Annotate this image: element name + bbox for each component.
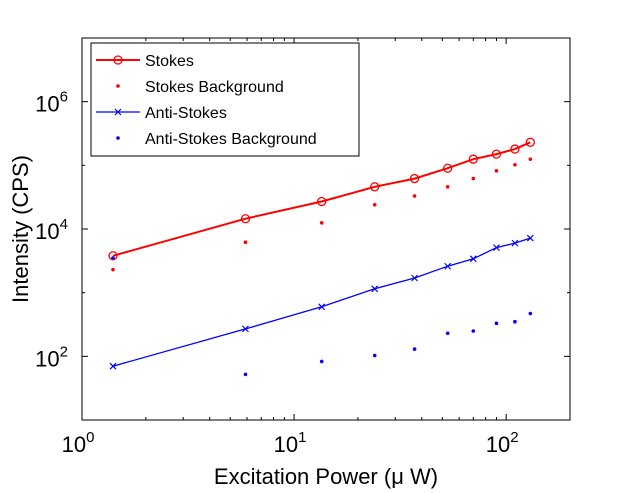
data-point [409, 173, 420, 184]
data-point [525, 137, 535, 147]
data-point [526, 234, 534, 242]
data-point [471, 176, 476, 181]
data-point [494, 321, 499, 326]
y-tick-label: 104 [35, 216, 68, 244]
series-0 [108, 137, 535, 261]
y-axis-label: Intensity (CPS) [8, 155, 33, 303]
data-point [469, 255, 477, 263]
legend-label: Anti-Stokes [145, 105, 227, 122]
x-tick-label: 102 [486, 429, 519, 457]
series-layer [108, 137, 535, 377]
data-point [471, 329, 476, 333]
data-point [317, 196, 327, 207]
legend: Stokes Stokes Background Anti-Stokes Anti-S… [90, 42, 360, 157]
y-tick-label: 102 [35, 343, 68, 371]
data-point [443, 163, 453, 173]
data-point [111, 256, 115, 260]
series-3 [111, 256, 533, 377]
series-1 [111, 157, 533, 272]
data-point [513, 162, 517, 167]
data-point [493, 244, 500, 252]
legend-entry: Stokes Background [116, 79, 284, 96]
data-point [528, 157, 533, 161]
y-tick-label: 106 [35, 89, 68, 117]
data-point [412, 194, 417, 198]
legend-marker [116, 136, 120, 140]
data-point [510, 144, 520, 154]
x-axis-label: Excitation Power (μ W) [214, 464, 438, 489]
data-point [491, 149, 502, 159]
data-point [494, 169, 499, 173]
data-point [372, 353, 377, 358]
data-point [319, 221, 324, 225]
series-line [112, 141, 531, 257]
legend-label: Anti-Stokes Background [145, 131, 317, 148]
legend-label: Stokes Background [145, 79, 284, 96]
data-point [513, 319, 517, 324]
legend-entry: Anti-Stokes [96, 105, 227, 122]
data-point [111, 267, 115, 272]
data-point [371, 285, 379, 293]
data-point [243, 372, 248, 377]
data-point [444, 262, 452, 270]
data-point [318, 303, 326, 311]
x-tick-label: 100 [62, 429, 95, 457]
data-point [372, 202, 377, 207]
data-point [445, 331, 450, 336]
legend-box [90, 42, 360, 157]
x-tick-label: 101 [274, 429, 307, 457]
data-point [370, 182, 380, 192]
data-point [445, 185, 450, 189]
data-point [528, 311, 533, 316]
data-point [243, 240, 248, 245]
data-point [468, 154, 478, 164]
legend-marker [113, 55, 123, 65]
data-point [411, 274, 419, 282]
data-point [242, 325, 249, 333]
data-point [240, 214, 251, 224]
series-line [112, 237, 531, 367]
legend-marker [116, 84, 120, 88]
legend-entry: Stokes [96, 53, 194, 70]
axis-ticks: 100 101 102 102 104 106 [35, 38, 571, 457]
data-point [109, 362, 117, 370]
legend-entry: Anti-Stokes Background [116, 131, 317, 148]
legend-marker [114, 108, 122, 116]
series-2 [109, 234, 534, 370]
data-point [511, 239, 519, 247]
data-point [319, 359, 324, 364]
data-point [412, 347, 417, 351]
legend-label: Stokes [145, 53, 194, 70]
